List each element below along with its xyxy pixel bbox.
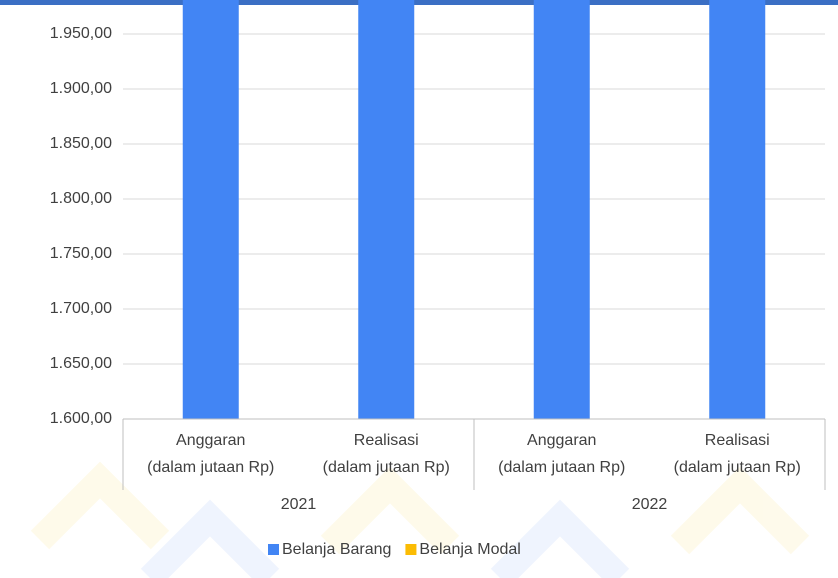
group-label: 2021 xyxy=(281,496,317,513)
bar-segment xyxy=(533,0,590,419)
x-tick-label: Realisasi xyxy=(354,432,419,449)
legend-label: Belanja Modal xyxy=(419,541,520,558)
background-decoration xyxy=(30,461,810,578)
bar-segment xyxy=(709,0,766,419)
legend-label: Belanja Barang xyxy=(282,541,391,558)
y-tick-label: 1.950,00 xyxy=(50,25,112,42)
y-tick-label: 1.800,00 xyxy=(50,190,112,207)
y-tick-label: 1.750,00 xyxy=(50,245,112,262)
y-tick-label: 1.650,00 xyxy=(50,355,112,372)
legend-swatch xyxy=(268,544,279,555)
bar-segment xyxy=(358,0,415,419)
x-tick-label: Anggaran xyxy=(176,432,245,449)
bar-segment xyxy=(182,0,239,419)
y-tick-label: 1.700,00 xyxy=(50,300,112,317)
x-tick-label: (dalam jutaan Rp) xyxy=(323,459,450,476)
top-border xyxy=(0,0,838,5)
group-label: 2022 xyxy=(632,496,668,513)
legend-swatch xyxy=(405,544,417,555)
y-tick-label: 1.850,00 xyxy=(50,135,112,152)
x-tick-label: (dalam jutaan Rp) xyxy=(498,459,625,476)
x-tick-label: Realisasi xyxy=(705,432,770,449)
x-tick-label: Anggaran xyxy=(527,432,596,449)
y-tick-label: 1.900,00 xyxy=(50,80,112,97)
x-tick-label: (dalam jutaan Rp) xyxy=(674,459,801,476)
y-tick-label: 1.600,00 xyxy=(50,410,112,427)
x-tick-label: (dalam jutaan Rp) xyxy=(147,459,274,476)
